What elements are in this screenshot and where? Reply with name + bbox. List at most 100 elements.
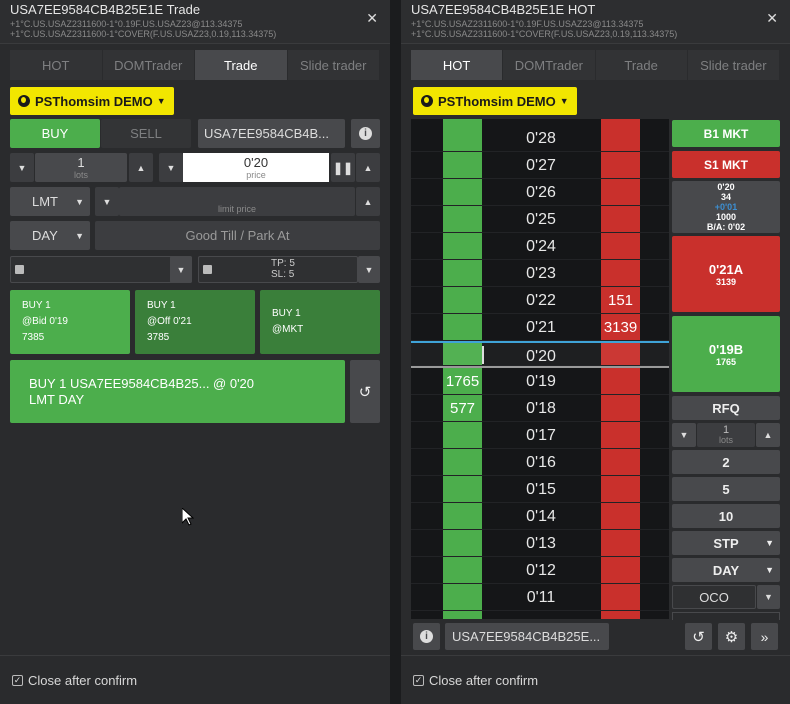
- ladder-price[interactable]: 0'19: [526, 373, 556, 390]
- ladder-ask-size[interactable]: 3139: [603, 319, 638, 336]
- tab-domtrader[interactable]: DOMTrader: [102, 50, 195, 80]
- tab-slide-trader[interactable]: Slide trader: [287, 50, 380, 80]
- ladder-bid-size[interactable]: 577: [449, 400, 476, 417]
- duration-select[interactable]: DAY ▼: [10, 221, 90, 250]
- symbol-field[interactable]: USA7EE9584CB4B25E...: [445, 623, 609, 650]
- symbol-field[interactable]: USA7EE9584CB4B...: [198, 119, 345, 148]
- ask-column[interactable]: [601, 119, 640, 619]
- pause-icon[interactable]: ❚❚: [331, 153, 355, 182]
- qty-decrease-button[interactable]: ▼: [672, 423, 696, 447]
- ladder-price[interactable]: 0'22: [526, 292, 556, 309]
- ladder-row[interactable]: 0'12: [411, 557, 669, 584]
- limit-price-field[interactable]: limit price: [119, 187, 355, 216]
- ladder-price[interactable]: 0'14: [526, 508, 556, 525]
- buy-at-bid-button[interactable]: 0'19B 1765: [672, 316, 780, 392]
- account-selector[interactable]: PSThomsim DEMO ▼: [413, 87, 577, 115]
- qty-preset-5[interactable]: 5: [672, 477, 780, 501]
- ladder-row[interactable]: 0'11: [411, 584, 669, 611]
- ladder-row[interactable]: 0'24: [411, 233, 669, 260]
- qty-field[interactable]: 1 lots: [697, 423, 755, 447]
- sell-toggle[interactable]: SELL: [101, 119, 191, 148]
- ladder-price[interactable]: 0'25: [526, 211, 556, 228]
- tab-slide-trader[interactable]: Slide trader: [687, 50, 780, 80]
- buy-toggle[interactable]: BUY: [10, 119, 100, 148]
- price-increase-button[interactable]: ▲: [356, 153, 380, 182]
- ladder-row[interactable]: 0'23: [411, 260, 669, 287]
- qty-increase-button[interactable]: ▲: [129, 153, 153, 182]
- ladder-row[interactable]: 0'20: [411, 341, 669, 368]
- rfq-button[interactable]: RFQ: [672, 396, 780, 420]
- gear-icon[interactable]: ⚙: [718, 623, 745, 650]
- tp-sl-select[interactable]: TP: 5 SL: 5: [198, 256, 358, 283]
- tab-hot[interactable]: HOT: [10, 50, 103, 80]
- ladder-ask-size[interactable]: 151: [607, 292, 634, 309]
- ladder-row[interactable]: 0'28: [411, 125, 669, 152]
- ladder-price[interactable]: 0'26: [526, 184, 556, 201]
- order-type-select[interactable]: LMT ▼: [10, 187, 90, 216]
- sell-market-button[interactable]: S1 MKT: [672, 151, 780, 178]
- caret-down-icon[interactable]: ▼: [757, 585, 780, 609]
- ladder-row[interactable]: 0'15: [411, 476, 669, 503]
- order-type-select[interactable]: STP ▼: [672, 531, 780, 555]
- sell-at-ask-button[interactable]: 0'21A 3139: [672, 236, 780, 312]
- tab-trade[interactable]: Trade: [195, 50, 288, 80]
- close-after-confirm-checkbox[interactable]: ✓: [12, 675, 23, 686]
- account-selector[interactable]: PSThomsim DEMO ▼: [10, 87, 174, 115]
- limit-increase-button[interactable]: ▲: [356, 187, 380, 216]
- ladder-row[interactable]: 0'16: [411, 449, 669, 476]
- ladder-price[interactable]: 0'24: [526, 238, 556, 255]
- ladder-row[interactable]: 0'27: [411, 152, 669, 179]
- ladder-price[interactable]: 0'21: [526, 319, 556, 336]
- qty-decrease-button[interactable]: ▼: [10, 153, 34, 182]
- ladder-row[interactable]: 0'25: [411, 206, 669, 233]
- info-button[interactable]: i: [351, 119, 380, 148]
- tab-domtrader[interactable]: DOMTrader: [503, 50, 596, 80]
- buy-market-button[interactable]: B1 MKT: [672, 120, 780, 147]
- ladder-price[interactable]: 0'13: [526, 535, 556, 552]
- ladder-price[interactable]: 0'17: [526, 427, 556, 444]
- ladder-row[interactable]: 0'22 151: [411, 287, 669, 314]
- tab-trade[interactable]: Trade: [595, 50, 688, 80]
- ladder-row[interactable]: 0'19 1765: [411, 368, 669, 395]
- tab-hot[interactable]: HOT: [411, 50, 504, 80]
- caret-down-icon[interactable]: ▼: [170, 256, 192, 283]
- limit-decrease-button[interactable]: ▼: [95, 187, 119, 216]
- ladder-price[interactable]: 0'23: [526, 265, 556, 282]
- ladder-price[interactable]: 0'18: [526, 400, 556, 417]
- quick-buy-offer-button[interactable]: BUY 1 @Off 0'21 3785: [135, 290, 255, 354]
- ladder-row[interactable]: 0'14: [411, 503, 669, 530]
- close-icon[interactable]: ✕: [366, 10, 378, 26]
- qty-preset-10[interactable]: 10: [672, 504, 780, 528]
- ladder-row[interactable]: 0'18 577: [411, 395, 669, 422]
- price-field[interactable]: 0'20 price: [183, 153, 329, 182]
- oco-select[interactable]: OCO: [672, 585, 756, 609]
- ladder-price[interactable]: 0'27: [526, 157, 556, 174]
- ladder-bid-size[interactable]: 1765: [445, 373, 480, 390]
- close-icon[interactable]: ✕: [766, 10, 778, 26]
- duration-select[interactable]: DAY ▼: [672, 558, 780, 582]
- ladder-row[interactable]: 0'13: [411, 530, 669, 557]
- qty-preset-2[interactable]: 2: [672, 450, 780, 474]
- bid-column[interactable]: [443, 119, 482, 619]
- good-till-button[interactable]: Good Till / Park At: [95, 221, 380, 250]
- ladder-price[interactable]: 0'15: [526, 481, 556, 498]
- quick-buy-mkt-button[interactable]: BUY 1 @MKT: [260, 290, 380, 354]
- close-after-confirm-checkbox[interactable]: ✓: [413, 675, 424, 686]
- price-decrease-button[interactable]: ▼: [159, 153, 183, 182]
- expand-icon[interactable]: »: [751, 623, 778, 650]
- caret-down-icon[interactable]: ▼: [358, 256, 380, 283]
- ladder-price[interactable]: 0'20: [526, 348, 556, 365]
- info-button[interactable]: i: [413, 623, 440, 650]
- ladder-row[interactable]: 0'26: [411, 179, 669, 206]
- bracket-select[interactable]: [10, 256, 192, 283]
- confirm-order-button[interactable]: BUY 1 USA7EE9584CB4B25... @ 0'20 LMT DAY: [10, 360, 345, 423]
- quick-buy-bid-button[interactable]: BUY 1 @Bid 0'19 7385: [10, 290, 130, 354]
- reset-icon[interactable]: ↺: [350, 360, 380, 423]
- ladder-price[interactable]: 0'12: [526, 562, 556, 579]
- ladder-price[interactable]: 0'11: [526, 589, 556, 606]
- ladder-price[interactable]: 0'16: [526, 454, 556, 471]
- ladder-price[interactable]: 0'28: [526, 130, 556, 147]
- ladder-row[interactable]: 0'17: [411, 422, 669, 449]
- ladder-row[interactable]: 0'21 3139: [411, 314, 669, 341]
- reset-icon[interactable]: ↺: [685, 623, 712, 650]
